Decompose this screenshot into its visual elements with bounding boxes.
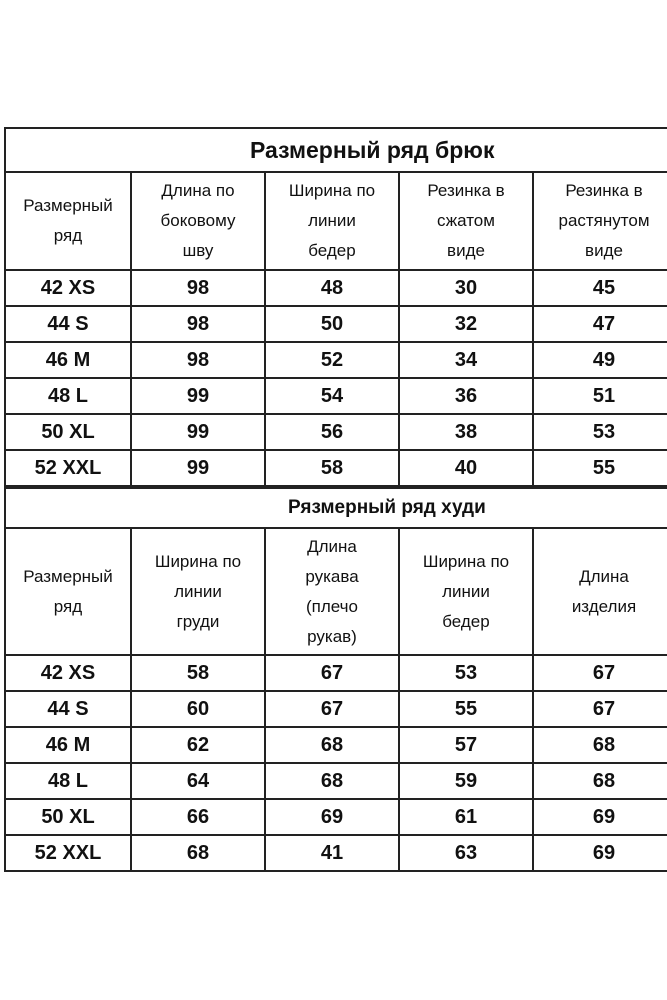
- measurement-cell: 61: [398, 798, 534, 836]
- column-header: Размерный ряд: [4, 527, 132, 656]
- pants-size-table: Размерный ряд брюк Размерный ряд Длина по…: [4, 127, 667, 487]
- measurement-cell: 67: [532, 690, 667, 728]
- measurement-cell: 68: [264, 762, 400, 800]
- size-cell: 48 L: [4, 377, 132, 415]
- column-header: Размерный ряд: [4, 171, 132, 271]
- measurement-cell: 53: [532, 413, 667, 451]
- measurement-cell: 63: [398, 834, 534, 872]
- measurement-cell: 30: [398, 269, 534, 307]
- measurement-cell: 69: [264, 798, 400, 836]
- measurement-cell: 34: [398, 341, 534, 379]
- column-header: Ширина по линии груди: [130, 527, 266, 656]
- measurement-cell: 62: [130, 726, 266, 764]
- measurement-cell: 59: [398, 762, 534, 800]
- hoodie-header-row: Размерный ряд Ширина по линии груди Длина …: [4, 527, 667, 656]
- measurement-cell: 58: [130, 654, 266, 692]
- table-row: 44 S 60 67 55 67: [4, 690, 667, 728]
- table-row: 44 S 98 50 32 47: [4, 305, 667, 343]
- measurement-cell: 54: [264, 377, 400, 415]
- table-row: 42 XS 98 48 30 45: [4, 269, 667, 307]
- measurement-cell: 55: [532, 449, 667, 487]
- measurement-cell: 69: [532, 798, 667, 836]
- size-cell: 44 S: [4, 305, 132, 343]
- measurement-cell: 36: [398, 377, 534, 415]
- table-row: 50 XL 66 69 61 69: [4, 798, 667, 836]
- size-cell: 46 M: [4, 726, 132, 764]
- measurement-cell: 32: [398, 305, 534, 343]
- column-header: Длина рукава (плечо рукав): [264, 527, 400, 656]
- measurement-cell: 69: [532, 834, 667, 872]
- measurement-cell: 68: [532, 726, 667, 764]
- measurement-cell: 67: [532, 654, 667, 692]
- measurement-cell: 60: [130, 690, 266, 728]
- column-header: Длина изделия: [532, 527, 667, 656]
- measurement-cell: 49: [532, 341, 667, 379]
- measurement-cell: 57: [398, 726, 534, 764]
- measurement-cell: 50: [264, 305, 400, 343]
- size-cell: 48 L: [4, 762, 132, 800]
- measurement-cell: 41: [264, 834, 400, 872]
- table-row: 42 XS 58 67 53 67: [4, 654, 667, 692]
- measurement-cell: 38: [398, 413, 534, 451]
- size-cell: 50 XL: [4, 798, 132, 836]
- table-row: 46 M 62 68 57 68: [4, 726, 667, 764]
- measurement-cell: 56: [264, 413, 400, 451]
- table-row: 48 L 99 54 36 51: [4, 377, 667, 415]
- measurement-cell: 45: [532, 269, 667, 307]
- measurement-cell: 58: [264, 449, 400, 487]
- table-row: 46 M 98 52 34 49: [4, 341, 667, 379]
- hoodie-table-title: Рязмерный ряд худи: [4, 487, 667, 529]
- measurement-cell: 67: [264, 690, 400, 728]
- measurement-cell: 99: [130, 413, 266, 451]
- pants-table-title: Размерный ряд брюк: [4, 127, 667, 173]
- column-header: Резинка в сжатом виде: [398, 171, 534, 271]
- size-cell: 52 XXL: [4, 834, 132, 872]
- measurement-cell: 98: [130, 341, 266, 379]
- measurement-cell: 40: [398, 449, 534, 487]
- measurement-cell: 98: [130, 305, 266, 343]
- measurement-cell: 53: [398, 654, 534, 692]
- size-cell: 50 XL: [4, 413, 132, 451]
- column-header: Резинка в растянутом виде: [532, 171, 667, 271]
- measurement-cell: 98: [130, 269, 266, 307]
- column-header: Длина по боковому шву: [130, 171, 266, 271]
- measurement-cell: 68: [264, 726, 400, 764]
- measurement-cell: 66: [130, 798, 266, 836]
- measurement-cell: 68: [532, 762, 667, 800]
- measurement-cell: 48: [264, 269, 400, 307]
- measurement-cell: 64: [130, 762, 266, 800]
- measurement-cell: 99: [130, 377, 266, 415]
- table-row: 50 XL 99 56 38 53: [4, 413, 667, 451]
- measurement-cell: 55: [398, 690, 534, 728]
- table-row: 52 XXL 68 41 63 69: [4, 834, 667, 872]
- table-row: 48 L 64 68 59 68: [4, 762, 667, 800]
- measurement-cell: 47: [532, 305, 667, 343]
- measurement-cell: 68: [130, 834, 266, 872]
- measurement-cell: 52: [264, 341, 400, 379]
- size-cell: 42 XS: [4, 269, 132, 307]
- pants-header-row: Размерный ряд Длина по боковому шву Ширина…: [4, 171, 667, 271]
- size-cell: 46 M: [4, 341, 132, 379]
- size-cell: 44 S: [4, 690, 132, 728]
- measurement-cell: 51: [532, 377, 667, 415]
- measurement-cell: 67: [264, 654, 400, 692]
- size-cell: 42 XS: [4, 654, 132, 692]
- size-cell: 52 XXL: [4, 449, 132, 487]
- table-row: 52 XXL 99 58 40 55: [4, 449, 667, 487]
- hoodie-size-table: Рязмерный ряд худи Размерный ряд Ширина п…: [4, 487, 667, 872]
- measurement-cell: 99: [130, 449, 266, 487]
- column-header: Ширина по линии бедер: [398, 527, 534, 656]
- column-header: Ширина по линии бедер: [264, 171, 400, 271]
